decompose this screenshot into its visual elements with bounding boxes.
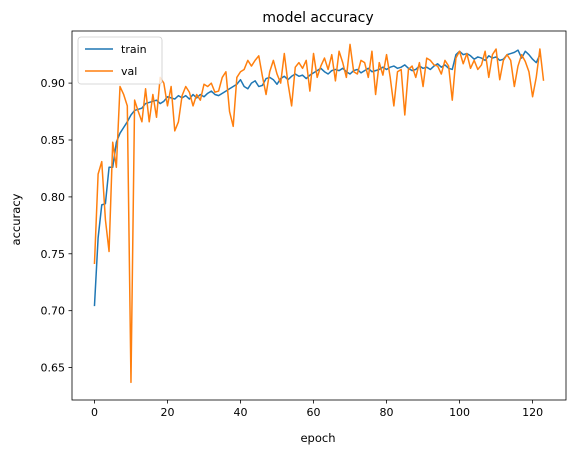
x-tick-label: 60 <box>307 406 321 419</box>
y-tick-label: 0.85 <box>41 134 66 147</box>
x-tick-label: 120 <box>522 406 543 419</box>
chart-title: model accuracy <box>262 10 373 26</box>
y-tick-label: 0.75 <box>41 248 66 261</box>
legend-label-train: train <box>121 43 147 56</box>
x-tick-label: 0 <box>91 406 98 419</box>
y-axis-label: accuracy <box>9 193 23 245</box>
x-tick-label: 20 <box>160 406 174 419</box>
x-tick-label: 40 <box>234 406 248 419</box>
y-tick-label: 0.70 <box>41 305 66 318</box>
x-tick-label: 80 <box>380 406 394 419</box>
plot-frame <box>71 30 567 401</box>
axis-ticks: 0 20 40 60 80 100 120 0.65 0.70 0.75 0.80 0.85 0.90 <box>41 77 544 419</box>
series-lines <box>93 43 545 384</box>
y-tick-label: 0.90 <box>41 77 66 90</box>
x-axis-label: epoch <box>300 431 335 445</box>
y-tick-label: 0.80 <box>41 191 66 204</box>
legend: train val <box>77 36 163 85</box>
legend-box <box>77 36 163 85</box>
series-line-val <box>93 43 545 384</box>
y-tick-label: 0.65 <box>41 362 66 375</box>
x-tick-label: 100 <box>449 406 470 419</box>
legend-label-val: val <box>121 65 137 78</box>
